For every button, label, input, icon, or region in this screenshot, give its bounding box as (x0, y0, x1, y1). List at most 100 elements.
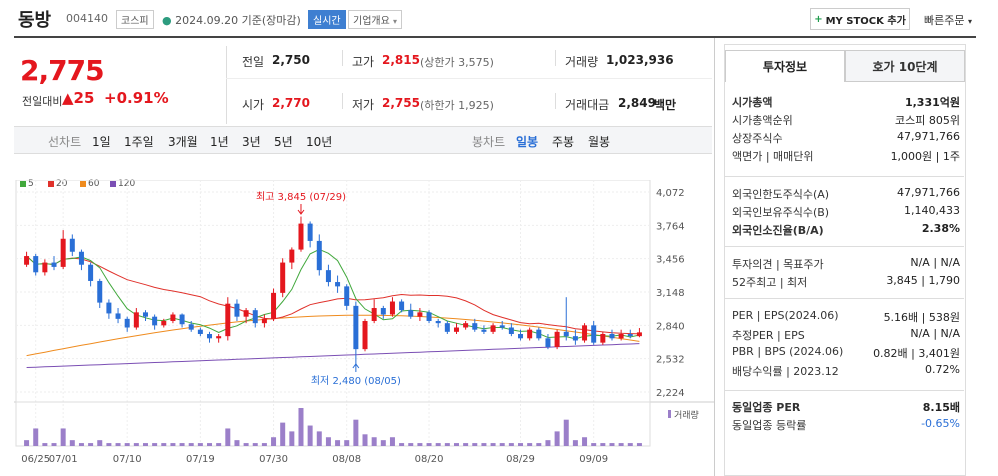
info-row: 상장주식수 47,971,766 (732, 130, 960, 146)
candle-body (243, 310, 249, 317)
volume-bar (207, 443, 213, 446)
info-key: PBR | BPS (2024.06) (732, 345, 844, 358)
candle-body (69, 238, 75, 252)
legend-ma60: 60 (80, 179, 99, 189)
volume-bar (271, 437, 277, 446)
y-tick-label: 3,764 (656, 221, 685, 232)
info-key: 외국인한도주식수(A) (732, 188, 830, 201)
volume-bar (197, 443, 203, 446)
x-tick-label: 08/29 (506, 454, 535, 465)
volume-bar (234, 440, 240, 446)
info-key: 배당수익률 | 2023.12 (732, 365, 839, 378)
volume-bar (161, 443, 167, 446)
candle-body (271, 292, 277, 319)
x-tick-label: 06/25 (21, 454, 50, 465)
period-1d[interactable]: 1일 (92, 135, 111, 149)
volume-bar (389, 437, 395, 446)
company-info-dropdown[interactable]: 기업개요 ▾ (348, 10, 403, 29)
volume-bar (78, 443, 84, 446)
amount-label: 거래대금 (565, 98, 610, 112)
candle-body (307, 223, 313, 241)
volume-bar (152, 443, 158, 446)
volume-bar (490, 443, 496, 446)
info-key: 52주최고 | 최저 (732, 276, 808, 289)
period-1w[interactable]: 1주일 (124, 135, 154, 149)
info-value: 0.72% (925, 363, 960, 376)
volume-bar (42, 443, 48, 446)
low-arrow-icon (352, 363, 360, 372)
volume-bar (252, 443, 258, 446)
candle-body (417, 312, 423, 317)
volume-value: 1,023,936 (606, 53, 674, 67)
info-key: 시가총액 (732, 96, 773, 109)
volume-bar (179, 443, 185, 446)
x-tick-label: 08/08 (332, 454, 361, 465)
tab-investment-info[interactable]: 투자정보 (725, 50, 845, 82)
volume-bar (335, 440, 341, 446)
volume-bar (380, 440, 386, 446)
period-bar (14, 126, 712, 154)
period-3y[interactable]: 3년 (242, 135, 261, 149)
price-change: ▲25 (62, 89, 95, 107)
y-tick-label: 2,840 (656, 321, 685, 332)
realtime-button[interactable]: 실시간 (308, 10, 346, 29)
volume-bar (627, 443, 633, 446)
candle-body (371, 308, 377, 322)
period-3m[interactable]: 3개월 (168, 135, 198, 149)
tab-orderbook[interactable]: 호가 10단계 (845, 50, 965, 82)
candle-body (362, 321, 368, 350)
candle-chart-label: 봉차트 (472, 135, 506, 149)
candle-body (33, 256, 39, 273)
candle-body (280, 262, 286, 293)
info-row: 액면가 | 매매단위 1,000원 | 1주 (732, 148, 960, 164)
volume-bar (188, 443, 194, 446)
volume-bar (371, 437, 377, 446)
volume-frame (15, 401, 651, 447)
info-value: 코스피 805위 (895, 114, 960, 127)
high-arrow-icon (297, 204, 305, 215)
candle-daily[interactable]: 일봉 (516, 135, 539, 149)
candle-body (133, 312, 139, 328)
volume-bar (554, 431, 560, 446)
open-label: 시가 (242, 98, 265, 112)
upper-limit: (상한가 3,575) (420, 56, 494, 69)
info-row: 동일업종 등락률 -0.65% (732, 417, 960, 433)
volume-bar (527, 443, 533, 446)
volume-bar (426, 443, 432, 446)
candle-body (344, 286, 350, 306)
volume-bar (60, 428, 66, 446)
candle-monthly[interactable]: 월봉 (588, 135, 611, 149)
volume-bar (97, 440, 103, 446)
candle-body (481, 329, 487, 332)
candle-body (325, 270, 331, 283)
y-tick-label: 2,532 (656, 355, 685, 366)
market-badge: 코스피 (116, 10, 154, 29)
current-price: 2,775 (20, 54, 105, 87)
info-value: 47,971,766 (897, 186, 960, 199)
volume-bar (499, 443, 505, 446)
candle-body (225, 303, 231, 337)
candle-weekly[interactable]: 주봉 (552, 135, 575, 149)
mystock-add-button[interactable]: + MY STOCK 추가 (810, 8, 910, 30)
legend-label: 60 (88, 179, 100, 189)
quick-order-button[interactable]: 빠른주문 ▾ (924, 12, 972, 28)
volume-bar (170, 443, 176, 446)
volume-bar (572, 440, 578, 446)
candle-body (353, 305, 359, 350)
volume-bar (51, 443, 57, 446)
period-5y[interactable]: 5년 (274, 135, 293, 149)
prev-compare-label: 전일대비 (22, 95, 63, 108)
info-value: 2.38% (921, 222, 960, 235)
candle-body (188, 324, 194, 330)
period-10y[interactable]: 10년 (306, 135, 333, 149)
candle-body (572, 336, 578, 341)
divider (724, 246, 964, 247)
low-label: 저가 (352, 98, 375, 112)
info-row: 동일업종 PER 8.15배 (732, 399, 960, 415)
period-1y[interactable]: 1년 (210, 135, 229, 149)
legend-ma120: 120 (110, 179, 135, 189)
candle-body (152, 316, 158, 326)
candle-body (435, 321, 441, 324)
date-value: 2024.09.20 (175, 14, 239, 27)
price-chart[interactable]: 4,072 3,764 3,456 3,148 2,840 2,532 2,224 06/25… (0, 180, 714, 476)
